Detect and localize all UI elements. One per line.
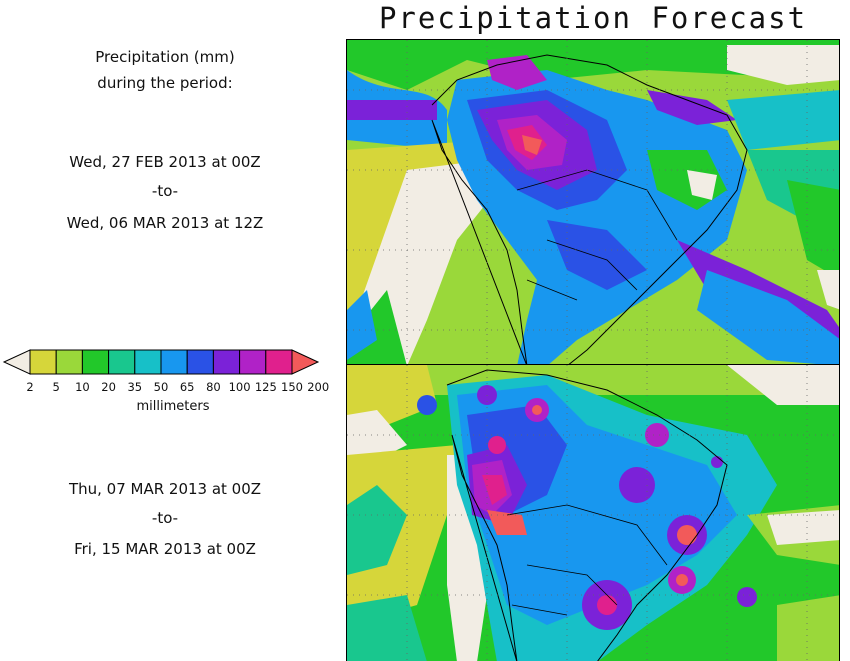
colorbar-tick-label: 65 <box>179 380 195 394</box>
legend-heading-line2: during the period: <box>97 74 233 92</box>
colorbar-tick-label: 125 <box>254 380 277 394</box>
colorbar-swatch <box>29 349 57 375</box>
colorbar-swatch <box>160 349 188 375</box>
colorbar-swatch <box>265 349 293 375</box>
colorbar-tick-label: 2 <box>26 380 34 394</box>
period1-separator: -to- <box>151 182 179 200</box>
colorbar <box>2 349 320 375</box>
period2-start: Thu, 07 MAR 2013 at 00Z <box>68 480 262 498</box>
colorbar-tick-label: 150 <box>281 380 303 394</box>
forecast-map-period1 <box>346 39 840 365</box>
colorbar-tick-label: 50 <box>153 380 169 394</box>
colorbar-units: millimeters <box>136 399 210 414</box>
colorbar-tick-label: 10 <box>75 380 90 394</box>
colorbar-tick-label: 80 <box>206 380 221 394</box>
forecast-map-period2 <box>346 364 840 661</box>
period1-end: Wed, 06 MAR 2013 at 12Z <box>66 214 264 232</box>
colorbar-arrow-low <box>2 349 31 375</box>
period2-end: Fri, 15 MAR 2013 at 00Z <box>74 540 256 558</box>
colorbar-swatch <box>55 349 83 375</box>
colorbar-swatch <box>239 349 267 375</box>
colorbar-swatch <box>212 349 241 375</box>
colorbar-arrow-high <box>291 349 320 375</box>
period1-start: Wed, 27 FEB 2013 at 00Z <box>69 153 261 171</box>
period2-separator: -to- <box>151 509 179 527</box>
chart-title: Precipitation Forecast <box>378 1 808 35</box>
colorbar-tick-label: 100 <box>228 380 251 394</box>
colorbar-swatch <box>186 349 214 375</box>
colorbar-swatch <box>108 349 136 375</box>
colorbar-tick-label: 35 <box>127 380 143 394</box>
legend-heading-line1: Precipitation (mm) <box>95 48 235 66</box>
colorbar-swatch <box>81 349 110 375</box>
colorbar-tick-label: 20 <box>101 380 116 394</box>
colorbar-tick-label: 5 <box>52 380 60 394</box>
colorbar-tick-label: 200 <box>307 380 330 394</box>
colorbar-swatch <box>134 349 162 375</box>
